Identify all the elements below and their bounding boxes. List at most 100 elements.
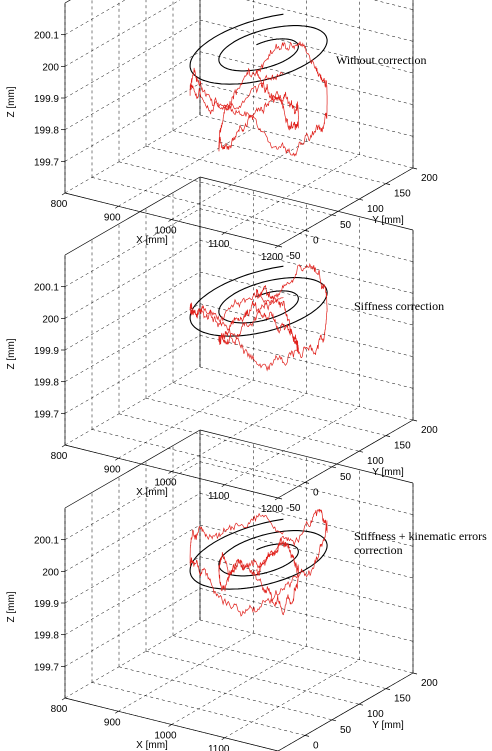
grid-line <box>91 429 306 483</box>
y-tick-mark <box>385 688 391 690</box>
y-axis-label: Y [mm] <box>372 215 404 226</box>
y-tick-label: 50 <box>340 220 352 231</box>
series-measured <box>189 508 328 617</box>
grid-line <box>64 461 201 540</box>
y-tick-mark <box>412 167 418 170</box>
grid-line <box>64 51 201 130</box>
x-tick-label: 800 <box>51 451 68 462</box>
box-edge <box>64 176 201 256</box>
x-tick-mark <box>168 724 172 727</box>
x-tick-label: 1200 <box>261 504 284 515</box>
y-tick-label: 0 <box>313 740 319 751</box>
grid-line <box>224 659 360 738</box>
box-edge <box>199 429 414 484</box>
y-tick-label: 0 <box>313 487 319 498</box>
grid-line <box>171 646 307 725</box>
x-tick-mark <box>274 245 279 249</box>
z-tick-label: 199.8 <box>34 126 59 137</box>
grid-line <box>145 145 360 200</box>
y-tick-mark <box>412 419 418 422</box>
grid-line <box>64 366 201 446</box>
chart-panel-3: 800900100011001200-50050100150200199.719… <box>6 429 487 751</box>
grid-line <box>172 130 387 184</box>
y-tick-label: -50 <box>286 251 301 262</box>
grid-line <box>199 271 414 326</box>
grid-line <box>91 682 306 736</box>
grid-line <box>199 114 414 169</box>
grid-line <box>64 83 201 162</box>
series-measured <box>189 41 328 157</box>
y-tick-label: 150 <box>394 189 411 200</box>
x-tick-mark <box>221 737 225 741</box>
y-tick-label: 0 <box>313 235 319 246</box>
grid-line <box>118 413 333 468</box>
grid-line <box>64 0 181 67</box>
grid-line <box>64 0 126 35</box>
z-tick-label: 200.1 <box>34 536 59 547</box>
grid-line <box>145 650 360 705</box>
box-edge <box>64 429 201 509</box>
x-tick-label: 1200 <box>261 252 284 263</box>
y-tick-label: 100 <box>367 204 384 215</box>
x-tick-label: 900 <box>104 717 121 728</box>
x-tick-mark <box>115 205 119 209</box>
y-tick-label: 150 <box>394 694 411 705</box>
y-tick-label: 200 <box>421 678 438 689</box>
y-tick-mark <box>385 435 391 437</box>
grid-line <box>171 393 307 472</box>
x-tick-label: 1100 <box>208 491 230 502</box>
grid-line <box>64 19 201 99</box>
y-tick-label: 50 <box>340 472 352 483</box>
x-tick-mark <box>221 232 225 236</box>
x-axis-label: X [mm] <box>136 235 168 246</box>
y-tick-mark <box>358 703 364 706</box>
x-tick-mark <box>61 697 66 701</box>
grid-line <box>64 114 201 194</box>
grid-line <box>64 208 201 287</box>
x-tick-label: 900 <box>104 212 121 223</box>
y-tick-label: -50 <box>286 503 301 514</box>
grid-line <box>64 493 201 572</box>
x-tick-label: 800 <box>51 704 68 715</box>
x-tick-label: 1100 <box>208 239 230 250</box>
z-tick-label: 200 <box>42 314 59 325</box>
x-tick-mark <box>115 457 119 461</box>
y-tick-mark <box>277 245 283 248</box>
x-tick-mark <box>115 710 119 714</box>
x-tick-label: 1000 <box>154 226 177 237</box>
series-reference <box>189 265 328 337</box>
grid-line <box>199 588 414 642</box>
grid-line <box>199 51 414 105</box>
grid-line <box>118 380 254 459</box>
y-tick-mark <box>331 214 337 217</box>
z-tick-label: 200.1 <box>34 31 59 42</box>
y-tick-mark <box>331 466 337 469</box>
x-tick-label: 800 <box>51 199 68 210</box>
grid-line <box>145 397 360 452</box>
y-tick-label: 100 <box>367 456 384 467</box>
z-axis-label: Z [mm] <box>6 338 17 369</box>
z-tick-label: 199.9 <box>34 94 59 105</box>
grid-line <box>64 335 201 414</box>
z-tick-label: 199.7 <box>34 662 59 673</box>
grid-line <box>118 666 333 721</box>
grid-line <box>118 161 333 216</box>
z-tick-label: 199.9 <box>34 346 59 357</box>
x-tick-mark <box>221 484 225 488</box>
grid-line <box>118 633 254 712</box>
grid-line <box>64 240 201 319</box>
y-axis-label: Y [mm] <box>372 720 404 731</box>
grid-line <box>172 382 387 436</box>
grid-line <box>171 141 307 220</box>
y-tick-mark <box>358 450 364 453</box>
y-tick-mark <box>412 672 418 675</box>
grid-line <box>64 271 201 351</box>
box-edge <box>64 0 71 4</box>
x-tick-label: 900 <box>104 464 121 475</box>
grid-line <box>64 303 201 382</box>
y-tick-mark <box>385 183 391 185</box>
grid-line <box>199 493 414 547</box>
y-tick-mark <box>358 198 364 201</box>
z-tick-label: 200.1 <box>34 283 59 294</box>
